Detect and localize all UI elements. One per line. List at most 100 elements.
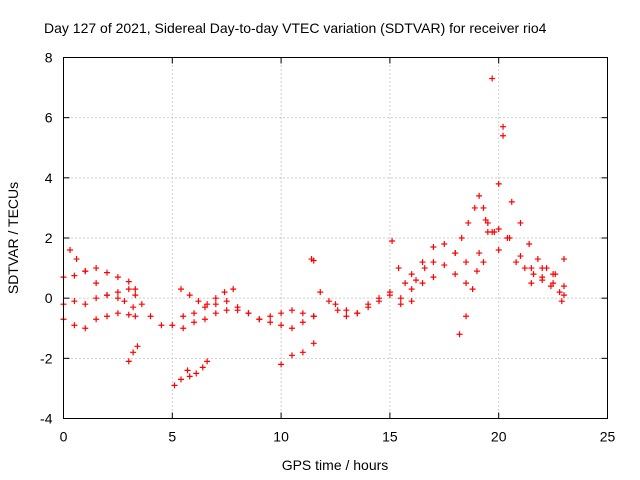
data-point xyxy=(204,301,211,308)
data-point xyxy=(317,289,324,296)
data-point xyxy=(408,286,415,293)
data-point xyxy=(343,313,350,320)
series-track-c xyxy=(60,310,139,332)
data-point xyxy=(528,265,535,272)
y-axis-label: SDTVAR / TECUs xyxy=(5,182,21,294)
data-point xyxy=(500,123,507,130)
data-point xyxy=(278,361,285,368)
data-point xyxy=(310,313,317,320)
data-point xyxy=(547,283,554,290)
data-point xyxy=(430,259,437,266)
data-point xyxy=(484,219,491,226)
data-point xyxy=(463,259,470,266)
data-point xyxy=(82,325,89,332)
data-point xyxy=(556,289,563,296)
data-point xyxy=(534,256,541,263)
series-track-v xyxy=(528,265,565,305)
data-point xyxy=(93,295,100,302)
y-tick-label: 4 xyxy=(45,170,53,186)
series-track-t xyxy=(495,225,567,290)
series-track-a xyxy=(60,265,139,293)
data-point xyxy=(421,265,428,272)
data-point xyxy=(408,298,415,305)
data-point xyxy=(299,349,306,356)
data-point xyxy=(299,319,306,326)
series-track-j xyxy=(186,358,211,380)
x-tick-label: 10 xyxy=(273,429,289,445)
x-tick-label: 25 xyxy=(600,429,616,445)
data-point xyxy=(93,280,100,287)
data-point xyxy=(480,259,487,266)
marks-layer xyxy=(60,75,567,389)
chart-title: Day 127 of 2021, Sidereal Day-to-day VTE… xyxy=(44,20,547,36)
data-point xyxy=(234,304,241,311)
data-point xyxy=(560,256,567,263)
data-point xyxy=(430,244,437,251)
data-point xyxy=(397,301,404,308)
data-point xyxy=(221,289,228,296)
series-track-d xyxy=(67,247,137,311)
data-point xyxy=(482,216,489,223)
data-point xyxy=(419,259,426,266)
data-point xyxy=(495,225,502,232)
data-point xyxy=(550,280,557,287)
series-track-n xyxy=(332,292,415,317)
data-point xyxy=(530,271,537,278)
data-point xyxy=(191,310,198,317)
data-point xyxy=(201,304,208,311)
data-point xyxy=(465,219,472,226)
data-point xyxy=(452,250,459,257)
series-track-p xyxy=(413,259,487,287)
data-point xyxy=(104,292,111,299)
data-point xyxy=(186,373,193,380)
data-point xyxy=(489,75,496,82)
series-track-e xyxy=(125,343,141,365)
data-point xyxy=(125,278,132,285)
data-point xyxy=(82,268,89,275)
data-point xyxy=(430,274,437,281)
data-point xyxy=(82,301,89,308)
series-track-u xyxy=(508,198,567,278)
data-point xyxy=(191,319,198,326)
data-point xyxy=(132,286,139,293)
data-point xyxy=(193,370,200,377)
data-point xyxy=(204,358,211,365)
data-point xyxy=(186,292,193,299)
data-point xyxy=(245,310,252,317)
data-point xyxy=(278,310,285,317)
data-point xyxy=(199,364,206,371)
data-point xyxy=(550,271,557,278)
data-point xyxy=(560,292,567,299)
data-point xyxy=(288,307,295,314)
data-point xyxy=(178,286,185,293)
data-point xyxy=(471,204,478,211)
data-point xyxy=(180,325,187,332)
data-point xyxy=(132,292,139,299)
data-point xyxy=(130,349,137,356)
series-track-b xyxy=(60,286,139,308)
data-point xyxy=(491,228,498,235)
data-point xyxy=(539,265,546,272)
data-point xyxy=(195,298,202,305)
data-point xyxy=(180,313,187,320)
data-point xyxy=(132,313,139,320)
data-point xyxy=(476,192,483,199)
data-point xyxy=(354,310,361,317)
data-point xyxy=(469,286,476,293)
data-point xyxy=(223,298,230,305)
data-point xyxy=(389,238,396,245)
data-point xyxy=(473,268,480,275)
grid-layer xyxy=(63,57,608,419)
data-point xyxy=(73,256,80,263)
data-point xyxy=(495,247,502,254)
data-point xyxy=(419,280,426,287)
data-point xyxy=(125,358,132,365)
data-point xyxy=(288,352,295,359)
data-point xyxy=(332,301,339,308)
data-point xyxy=(413,277,420,284)
data-point xyxy=(267,319,274,326)
data-point xyxy=(386,292,393,299)
data-point xyxy=(310,340,317,347)
series-track-l xyxy=(308,256,317,264)
